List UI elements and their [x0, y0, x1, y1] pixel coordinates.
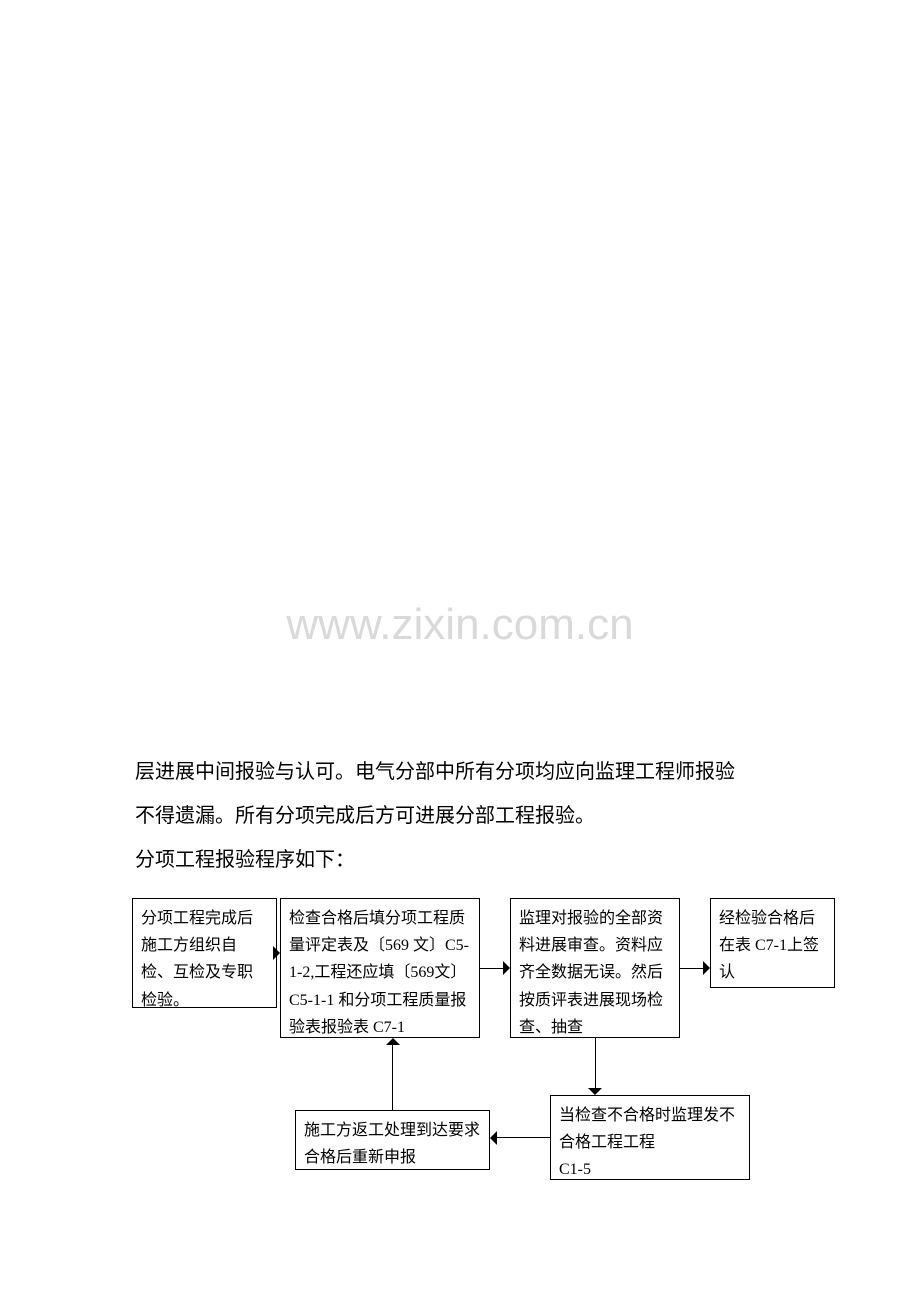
flowchart-node-n6: 施工方返工处理到达要求合格后重新申报	[295, 1110, 490, 1170]
flowchart-node-n1: 分项工程完成后施工方组织自检、互检及专职检验。	[132, 898, 277, 1008]
flowchart-arrowhead-icon	[703, 961, 710, 975]
flowchart-node-n5: 当检查不合格时监理发不合格工程工程C1-5	[550, 1095, 750, 1180]
body-line: 层进展中间报验与认可。电气分部中所有分项均应向监理工程师报验	[135, 750, 735, 794]
flowchart-edge-line	[480, 968, 503, 969]
flowchart-edge-line	[595, 1038, 596, 1088]
flowchart-arrowhead-icon	[386, 1038, 400, 1045]
flowchart-edge-line	[497, 1137, 550, 1138]
flowchart-node-n3: 监理对报验的全部资料进展审查。资料应齐全数据无误。然后按质评表进展现场检查、抽查	[510, 898, 680, 1038]
page: www.zixin.com.cn 层进展中间报验与认可。电气分部中所有分项均应向…	[0, 0, 920, 1302]
body-line: 分项工程报验程序如下：	[135, 838, 735, 882]
flowchart-arrowhead-icon	[503, 961, 510, 975]
flowchart-arrowhead-icon	[273, 946, 280, 960]
flowchart-node-n4: 经检验合格后在表 C7-1上签认	[710, 898, 835, 988]
body-paragraph: 层进展中间报验与认可。电气分部中所有分项均应向监理工程师报验 不得遗漏。所有分项…	[135, 750, 735, 882]
flowchart-node-n2: 检查合格后填分项工程质量评定表及〔569 文〕C5-1-2,工程还应填〔569文…	[280, 898, 480, 1038]
body-line: 不得遗漏。所有分项完成后方可进展分部工程报验。	[135, 794, 735, 838]
flowchart-edge-line	[392, 1045, 393, 1110]
flowchart-arrowhead-icon	[490, 1131, 497, 1145]
flowchart-arrowhead-icon	[588, 1088, 602, 1095]
flowchart-edge-line	[680, 968, 703, 969]
watermark-text: www.zixin.com.cn	[0, 600, 920, 650]
